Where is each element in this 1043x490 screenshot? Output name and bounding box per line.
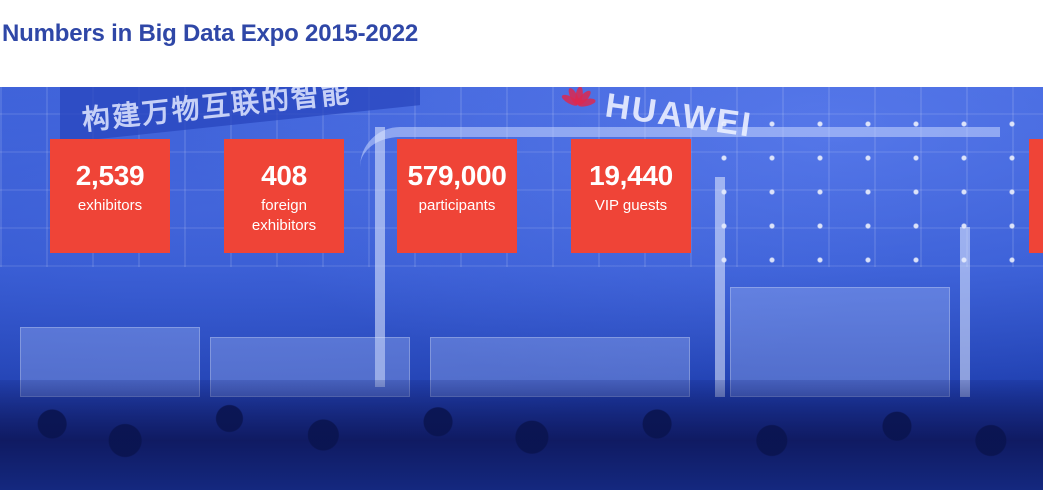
- stat-value: 579,000: [407, 160, 507, 191]
- pillar: [375, 127, 385, 387]
- expo-hero-image: 构建万物互联的智能 HUAWEI: [0, 87, 1043, 490]
- stat-label: VIP guests: [594, 197, 668, 214]
- page-title: Numbers in Big Data Expo 2015-2022: [2, 20, 419, 47]
- stat-value: 408: [261, 160, 307, 191]
- stat-card-exhibitors: 2,539 exhibitors: [50, 139, 170, 253]
- stat-card-partial: [1029, 139, 1043, 253]
- huawei-petal-icon: [553, 87, 602, 123]
- stat-label: foreign exhibitors: [251, 197, 317, 234]
- booth-panel: [730, 287, 950, 397]
- pillar: [960, 227, 970, 397]
- stat-value: 19,440: [589, 160, 673, 191]
- stat-label: exhibitors: [77, 197, 143, 214]
- pillar: [715, 177, 725, 397]
- stat-value: 2,539: [75, 160, 145, 191]
- booth-arch: [360, 127, 1000, 247]
- stat-card-participants: 579,000 participants: [397, 139, 517, 253]
- stat-card-foreign-exhibitors: 408 foreign exhibitors: [224, 139, 344, 253]
- crowd: [0, 380, 1043, 490]
- stat-label: participants: [418, 197, 496, 214]
- stat-card-vip-guests: 19,440 VIP guests: [571, 139, 691, 253]
